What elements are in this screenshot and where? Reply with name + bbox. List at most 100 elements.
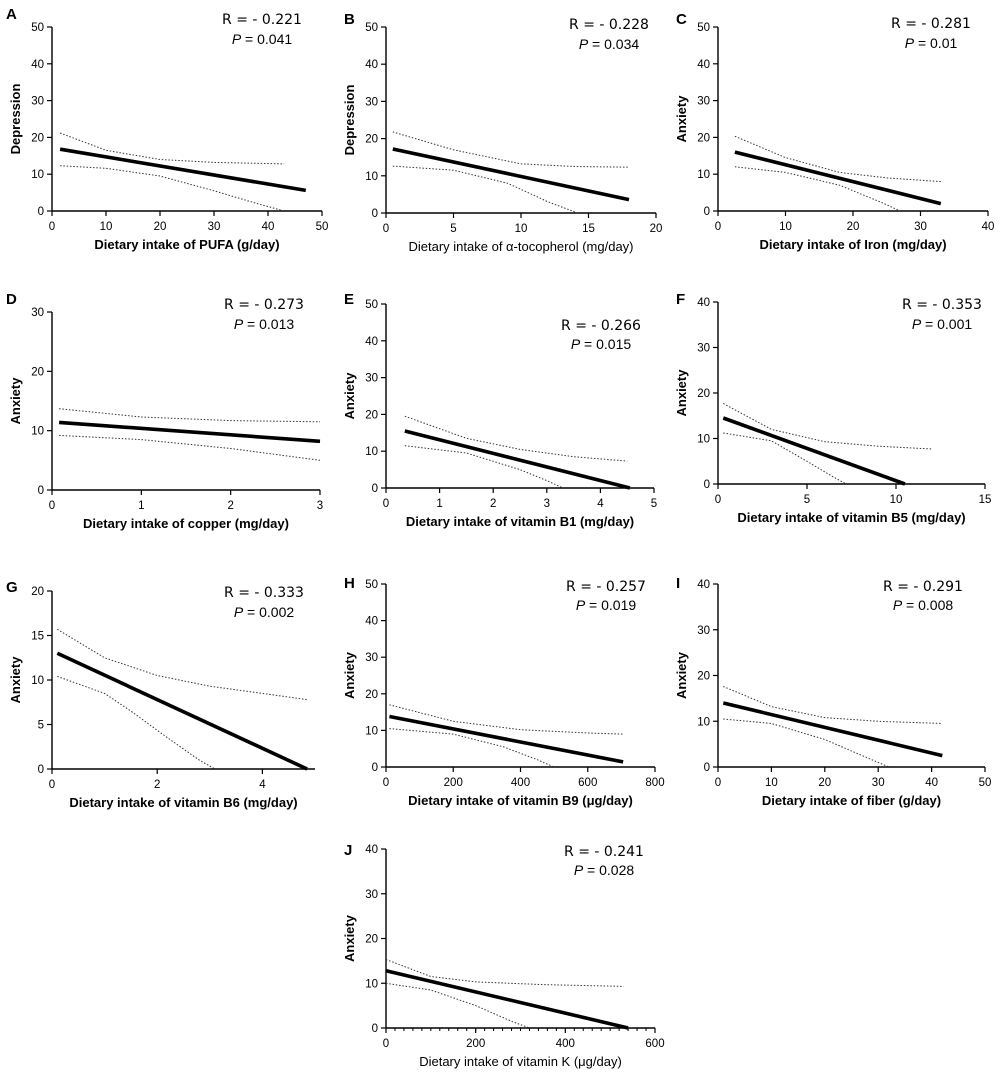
x-tick-label: 15 — [979, 494, 992, 506]
y-axis-label: Depression — [8, 84, 23, 155]
p-label: P — [579, 36, 589, 52]
x-tick-label: 2 — [490, 498, 496, 510]
y-tick-label: 10 — [365, 978, 378, 990]
regression-line — [392, 147, 630, 202]
ci-lower-line — [389, 728, 555, 768]
y-tick-label: 20 — [31, 132, 44, 144]
y-tick-label: 10 — [697, 434, 710, 446]
x-tick-label: 3 — [317, 500, 323, 512]
x-axis-label: Dietary intake of Iron (mg/day) — [759, 237, 946, 252]
y-tick-label: 0 — [38, 764, 44, 776]
ci-lower-line — [734, 166, 901, 212]
x-axis-label: Dietary intake of PUFA (g/day) — [94, 237, 279, 252]
x-axis-label: Dietary intake of vitamin B1 (mg/day) — [406, 514, 634, 529]
p-number: = 0.001 — [921, 316, 972, 332]
x-tick-label: 3 — [544, 498, 550, 510]
panel-d: D 0 10 20 30 0 1 2 3 Dietary intake of copper (mg… — [6, 291, 323, 531]
x-tick-label: 20 — [847, 221, 860, 233]
x-tick-label: 0 — [383, 223, 389, 235]
y-tick-label: 10 — [697, 169, 710, 181]
x-tick-label: 20 — [818, 777, 831, 789]
p-label: P — [571, 336, 581, 352]
x-tick-label: 200 — [444, 777, 463, 789]
panel-f: F 0 10 20 30 40 0 5 10 15 Dietary intake of vitami… — [674, 291, 991, 525]
p-label: P — [232, 31, 242, 47]
y-tick-label: 50 — [365, 299, 378, 311]
y-tick-label: 30 — [365, 652, 378, 664]
x-tick-label: 40 — [262, 221, 275, 233]
regression-line — [722, 416, 906, 486]
y-tick-label: 30 — [365, 373, 378, 385]
panel-a: A 0 10 20 30 40 50 0 10 20 30 40 50 Dietary intake of… — [6, 6, 328, 252]
regression-line — [734, 150, 942, 206]
x-tick-label: 30 — [914, 221, 927, 233]
x-tick-label: 800 — [645, 777, 664, 789]
y-tick-label: 10 — [31, 169, 44, 181]
y-tick-label: 20 — [31, 366, 44, 378]
x-tick-label: 5 — [450, 223, 456, 235]
y-tick-label: 30 — [365, 889, 378, 901]
y-tick-label: 20 — [365, 409, 378, 421]
x-tick-label: 1 — [138, 500, 144, 512]
panel-e: E 0 10 20 30 40 50 0 1 2 3 4 5 Dietary intake of vita… — [342, 291, 657, 529]
y-tick-label: 40 — [365, 59, 378, 71]
r-value: R = - 0.266 — [561, 318, 641, 334]
y-tick-label: 10 — [31, 675, 44, 687]
y-axis-label: Anxiety — [8, 377, 23, 425]
y-tick-label: 30 — [31, 307, 44, 319]
x-tick-label: 50 — [979, 777, 992, 789]
panel-g: G 0 5 10 15 20 0 2 4 Dietary intake of vitamin B6… — [6, 579, 315, 810]
r-value: R = - 0.333 — [224, 585, 304, 601]
x-tick-label: 10 — [515, 223, 528, 235]
ci-lower-line — [57, 675, 216, 770]
x-tick-label: 30 — [208, 221, 221, 233]
x-tick-label: 40 — [982, 221, 995, 233]
x-tick-label: 4 — [597, 498, 604, 510]
panel-letter: H — [344, 575, 355, 592]
y-tick-label: 40 — [697, 59, 710, 71]
p-label: P — [234, 604, 244, 620]
x-tick-label: 0 — [383, 1038, 389, 1050]
x-tick-label: 200 — [466, 1038, 485, 1050]
ci-upper-line — [723, 403, 932, 450]
x-tick-label: 2 — [227, 500, 233, 512]
x-axis-label: Dietary intake of fiber (g/day) — [762, 793, 941, 808]
regression-line — [59, 147, 307, 193]
y-tick-label: 50 — [31, 22, 44, 34]
panel-letter: I — [676, 575, 680, 592]
p-value: P = 0.041 — [232, 31, 293, 47]
y-axis-label: Anxiety — [674, 651, 689, 699]
x-tick-label: 0 — [49, 500, 55, 512]
ci-upper-line — [385, 959, 624, 987]
panel-letter: J — [344, 842, 352, 859]
y-tick-label: 40 — [31, 59, 44, 71]
p-number: = 0.013 — [243, 316, 294, 332]
r-value: R = - 0.221 — [222, 12, 302, 28]
y-tick-label: 50 — [697, 22, 710, 34]
r-value: R = - 0.241 — [564, 844, 644, 860]
panel-letter: F — [676, 291, 685, 308]
x-axis-label: Dietary intake of vitamin B9 (μg/day) — [408, 793, 633, 808]
regression-line — [58, 420, 321, 444]
panel-letter: G — [6, 579, 18, 596]
y-tick-label: 30 — [31, 96, 44, 108]
r-value: R = - 0.291 — [883, 579, 963, 595]
x-tick-label: 4 — [259, 779, 266, 791]
x-tick-label: 10 — [100, 221, 113, 233]
panel-letter: C — [676, 11, 687, 28]
y-tick-label: 0 — [372, 208, 378, 220]
p-number: = 0.008 — [902, 597, 953, 613]
ci-lower-line — [723, 432, 847, 485]
r-value: R = - 0.257 — [566, 579, 646, 595]
p-number: = 0.041 — [241, 31, 292, 47]
ci-lower-line — [60, 165, 285, 212]
ci-lower-line — [404, 445, 564, 489]
y-axis-label: Anxiety — [674, 95, 689, 143]
p-value: P = 0.001 — [912, 316, 973, 332]
y-tick-label: 50 — [365, 579, 378, 591]
x-tick-label: 600 — [578, 777, 597, 789]
x-tick-label: 400 — [511, 777, 530, 789]
ci-upper-line — [723, 686, 943, 724]
x-tick-label: 600 — [645, 1038, 664, 1050]
